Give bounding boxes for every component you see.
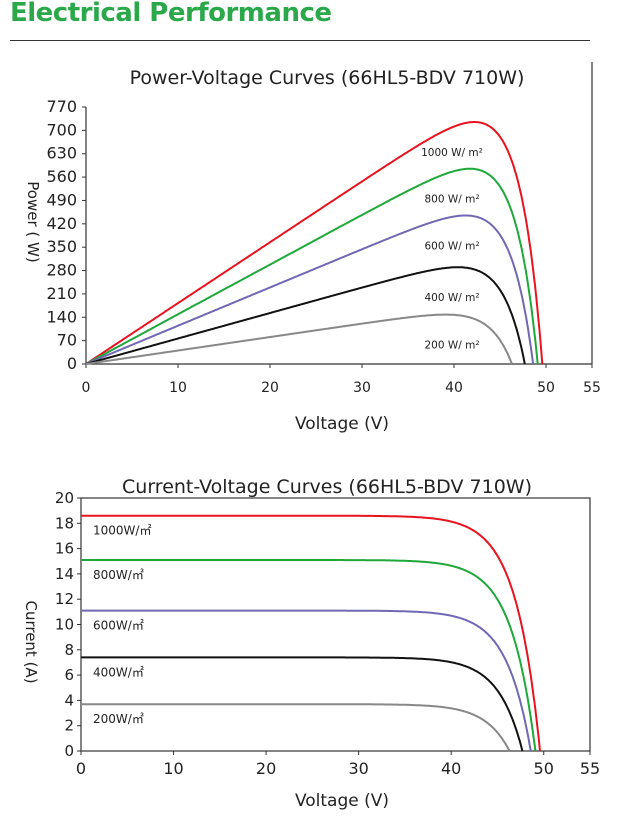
pv-y-tick-label: 420: [46, 214, 77, 233]
pv-y-tick-label: 700: [46, 120, 77, 139]
iv-y-tick-label: 18: [55, 514, 74, 532]
pv-series-line: [85, 167, 539, 365]
pv-series-label: 1000 W/ m²: [421, 147, 483, 159]
iv-series-line: [81, 609, 532, 752]
iv-y-axis-label: Current (A): [22, 600, 40, 683]
iv-series-label: 1000W/㎡: [93, 524, 151, 538]
pv-x-tick-label: 20: [261, 380, 279, 396]
pv-chart-title: Power-Voltage Curves (66HL5-BDV 710W): [130, 67, 525, 89]
pv-y-tick-label: 630: [46, 144, 77, 163]
pv-x-tick-label: 40: [445, 380, 463, 396]
iv-x-tick-label: 20: [256, 759, 276, 778]
pv-series-label: 400 W/ m²: [424, 292, 479, 304]
pv-series-label: 600 W/ m²: [424, 240, 479, 252]
iv-plot-frame: [80, 497, 591, 752]
iv-series-label: 600W/㎡: [93, 619, 144, 633]
iv-y-tick-label: 8: [64, 641, 74, 659]
iv-x-tick-label: 30: [348, 759, 368, 778]
pv-series-line: [85, 121, 544, 365]
iv-chart-title: Current-Voltage Curves (66HL5-BDV 710W): [122, 476, 532, 498]
pv-x-tick-label: 0: [82, 380, 91, 396]
iv-x-tick-label: 40: [441, 759, 461, 778]
pv-series-label: 200 W/ m²: [424, 340, 479, 352]
iv-y-tick-label: 0: [64, 742, 74, 760]
iv-x-tick-label: 0: [76, 759, 86, 778]
pv-y-tick-label: 140: [46, 307, 77, 326]
iv-x-tick-label: 55: [580, 759, 600, 778]
pv-y-tick-label: 350: [46, 237, 77, 256]
iv-x-tick-label: 50: [534, 759, 554, 778]
iv-y-tick-label: 10: [55, 616, 74, 634]
iv-x-axis-label: Voltage (V): [295, 791, 389, 811]
pv-series-label: 800 W/ m²: [424, 194, 479, 206]
iv-y-tick-label: 12: [55, 590, 74, 608]
iv-series-line: [81, 656, 524, 752]
pv-y-tick-label: 70: [57, 331, 77, 350]
pv-x-tick-label: 55: [583, 380, 601, 396]
pv-y-tick-label: 210: [46, 284, 77, 303]
iv-y-tick-label: 16: [55, 540, 74, 558]
iv-series-label: 400W/㎡: [93, 665, 144, 679]
iv-x-tick-label: 10: [163, 759, 183, 778]
section-title: Electrical Performance: [10, 0, 332, 28]
iv-series-label: 200W/㎡: [93, 712, 144, 726]
iv-y-tick-label: 2: [64, 717, 74, 735]
iv-series-line: [81, 559, 537, 752]
pv-x-axis-label: Voltage (V): [295, 414, 389, 434]
pv-x-tick-label: 30: [353, 380, 371, 396]
iv-y-tick-label: 20: [55, 489, 74, 507]
pv-y-tick-label: 560: [46, 167, 77, 186]
pv-y-tick-label: 490: [46, 190, 77, 209]
pv-y-tick-label: 280: [46, 261, 77, 280]
iv-series-label: 800W/㎡: [93, 568, 144, 582]
pv-series-line: [85, 266, 526, 365]
pv-series-line: [85, 313, 513, 365]
pv-series-line: [85, 214, 535, 365]
iv-y-tick-label: 4: [64, 691, 74, 709]
pv-y-tick-label: 770: [46, 97, 77, 116]
pv-x-tick-label: 50: [537, 380, 555, 396]
pv-x-tick-label: 10: [169, 380, 187, 396]
pv-y-tick-label: 0: [67, 354, 77, 373]
iv-y-tick-label: 14: [55, 565, 74, 583]
title-divider: [10, 40, 590, 41]
pv-y-axis-label: Power ( W): [24, 181, 42, 262]
iv-y-tick-label: 6: [64, 666, 74, 684]
iv-series-line: [81, 703, 511, 752]
iv-series-line: [81, 514, 541, 752]
